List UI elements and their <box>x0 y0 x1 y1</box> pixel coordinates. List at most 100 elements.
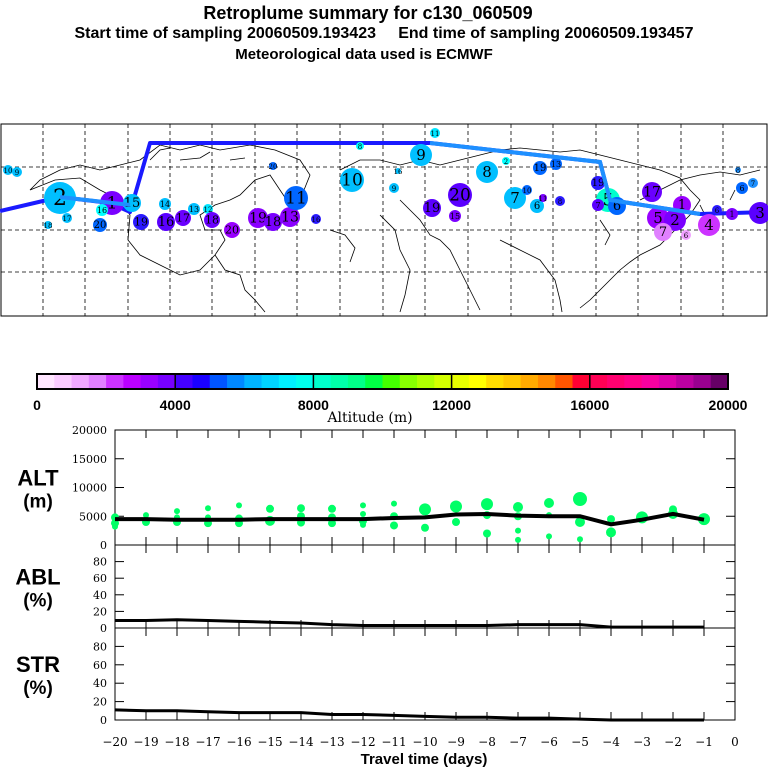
colorbar-swatch <box>641 374 660 389</box>
cluster-label: 8 <box>482 163 492 181</box>
cluster-marker <box>203 204 213 214</box>
altitude-colorbar: 0 4000 8000 12000 16000 20000 <box>33 373 748 413</box>
cluster-marker <box>157 213 175 231</box>
colorbar-swatch <box>209 374 228 389</box>
cluster-label: 7 <box>751 180 755 188</box>
cluster-label: 9 <box>416 146 426 164</box>
cluster-marker <box>698 214 720 236</box>
cluster-marker <box>654 223 672 241</box>
altitude-point <box>266 504 274 513</box>
altitude-point <box>143 512 149 519</box>
cluster-label: 7 <box>510 189 520 207</box>
x-axis-label: Travel time (days) <box>361 751 488 768</box>
altitude-point <box>544 498 554 509</box>
colorbar-tick-label: 8000 <box>298 397 329 413</box>
cluster-marker <box>248 208 268 228</box>
cluster-marker <box>533 161 547 175</box>
cluster-marker <box>389 183 399 193</box>
cluster-marker <box>12 167 22 177</box>
cluster-marker <box>410 144 432 166</box>
colorbar-tick-label: 4000 <box>160 397 191 413</box>
str-line <box>114 708 704 722</box>
x-tick-label: −6 <box>540 735 558 749</box>
cluster-marker <box>123 194 141 212</box>
colorbar-swatch <box>607 374 625 389</box>
y-tick-label: 0 <box>100 714 107 727</box>
altitude-point <box>360 502 366 509</box>
colorbar-swatch <box>589 374 608 389</box>
sampling-times: Start time of sampling 20060509.193423 E… <box>74 25 694 42</box>
colorbar-tick-label: 16000 <box>570 397 609 413</box>
cluster-marker <box>204 212 220 228</box>
cluster-marker <box>726 208 738 220</box>
y-axis-label: ABL <box>15 565 60 590</box>
colorbar-swatch <box>658 374 677 389</box>
colorbar-swatch <box>175 374 193 389</box>
colorbar-swatch <box>140 374 159 389</box>
altitude-point <box>328 504 336 513</box>
x-tick-label: −13 <box>319 735 344 749</box>
colorbar-swatch <box>399 374 418 389</box>
cluster-label: 11 <box>285 188 307 208</box>
cluster-marker <box>592 199 604 211</box>
y-tick-label: 20000 <box>72 424 107 437</box>
x-tick-label: −17 <box>195 735 220 749</box>
x-tick-label: −20 <box>102 735 127 749</box>
x-tick-label: −16 <box>226 735 251 749</box>
altitude-point <box>360 510 366 517</box>
colorbar-swatch <box>520 374 539 389</box>
colorbar-swatch <box>330 374 349 389</box>
cluster-label: 19 <box>249 211 267 227</box>
x-tick-label: −8 <box>478 735 496 749</box>
cluster-marker <box>3 165 13 175</box>
y-tick-label: 80 <box>93 640 107 653</box>
cluster-marker <box>62 213 72 223</box>
colorbar-swatch <box>54 374 73 389</box>
cluster-marker <box>133 214 149 230</box>
cluster-marker <box>224 222 240 238</box>
cluster-marker <box>284 186 308 210</box>
panel-frame <box>114 544 736 629</box>
altitude-point <box>483 529 491 538</box>
x-tick-label: −9 <box>447 735 465 749</box>
cluster-label: 10 <box>523 187 532 195</box>
cluster-marker <box>188 203 200 215</box>
cluster-label: 11 <box>431 130 440 138</box>
altitude-point <box>575 517 585 527</box>
colorbar-swatch <box>106 374 124 389</box>
y-tick-label: 60 <box>93 572 107 585</box>
cluster-label: 11 <box>539 195 548 203</box>
colorbar-swatch <box>676 374 694 389</box>
cluster-marker <box>539 194 547 202</box>
cluster-label: 20 <box>269 163 278 171</box>
altitude-point <box>328 519 336 528</box>
cluster-marker <box>395 168 401 174</box>
altitude-point <box>606 527 616 538</box>
cluster-label: 19 <box>534 163 547 174</box>
cluster-label: 18 <box>205 214 219 227</box>
altitude-point <box>452 518 460 526</box>
cluster-marker <box>430 128 440 138</box>
panel-alt: 0 5000 10000 15000 20000 ALT(m) <box>17 424 736 552</box>
cluster-marker <box>712 205 722 215</box>
colorbar-label: Altitude (m) <box>326 410 412 426</box>
cluster-label: 2 <box>670 211 680 229</box>
y-tick-label: 0 <box>100 539 107 552</box>
x-tick-label: −14 <box>288 735 314 749</box>
y-axis-unit: (m) <box>23 492 53 513</box>
cluster-label: 8 <box>358 143 362 151</box>
colorbar-swatch <box>555 374 574 389</box>
cluster-label: 6 <box>613 199 621 214</box>
cluster-label: 19 <box>134 216 148 229</box>
panel-str: 0 20 40 60 80 STR(%) <box>16 627 736 727</box>
x-tick-label: −10 <box>412 735 437 749</box>
cluster-marker <box>502 157 510 165</box>
y-axis-unit: (%) <box>23 591 53 612</box>
cluster-label: 20 <box>225 224 239 237</box>
colorbar-swatch <box>227 374 245 389</box>
altitude-point <box>174 508 180 515</box>
x-tick-label: −1 <box>695 735 713 749</box>
y-tick-label: 40 <box>93 677 107 690</box>
cluster-label: 5 <box>653 209 663 227</box>
